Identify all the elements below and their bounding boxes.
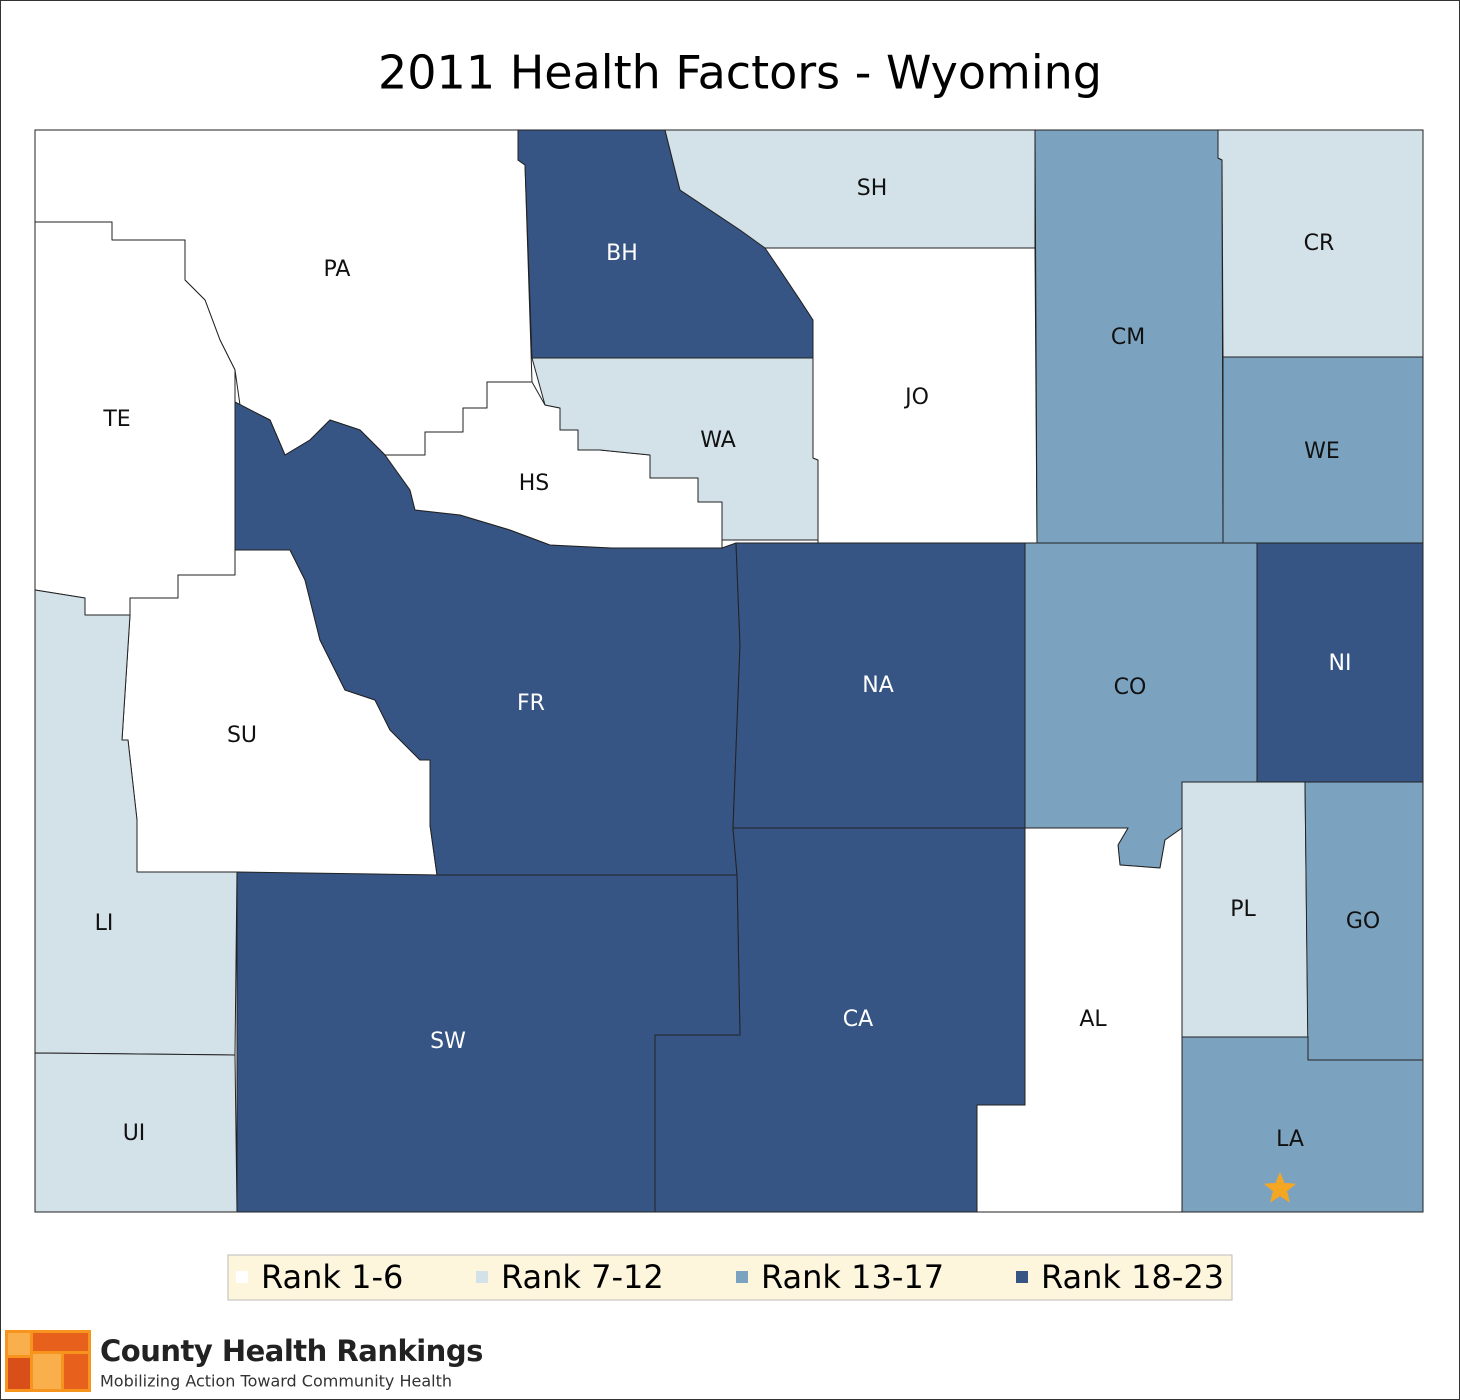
legend-swatch — [476, 1271, 488, 1283]
logo-square — [33, 1333, 88, 1351]
legend-swatch — [236, 1271, 248, 1283]
county-label: CA — [843, 1007, 873, 1032]
legend-label: Rank 18-23 — [1041, 1258, 1224, 1296]
county-label: PA — [324, 257, 351, 282]
county-label: CO — [1114, 675, 1147, 700]
county-labels: PA TE SU FR HS BH SH WA JO CM CR WE NA C… — [95, 176, 1381, 1152]
county-label: SW — [430, 1029, 466, 1054]
county-label: CR — [1304, 231, 1335, 256]
county-label: SU — [227, 723, 257, 748]
county-label: UI — [123, 1121, 146, 1146]
county-label: WA — [700, 428, 736, 453]
legend-swatch — [1016, 1271, 1028, 1283]
logo-square — [33, 1354, 61, 1389]
map-title: 2011 Health Factors - Wyoming — [378, 46, 1102, 100]
county-label: LA — [1276, 1127, 1304, 1152]
county-label: BH — [606, 241, 638, 266]
county-label: JO — [903, 385, 929, 410]
county-label: FR — [517, 691, 545, 716]
capital-star — [1263, 1172, 1297, 1203]
county — [1181, 1036, 1424, 1213]
county-label: GO — [1346, 909, 1380, 934]
county-label: AL — [1079, 1007, 1107, 1032]
legend: Rank 1-6 Rank 7-12 Rank 13-17 Rank 18-23 — [227, 1254, 1233, 1301]
county-label: CM — [1111, 325, 1145, 350]
county-label: NI — [1329, 651, 1352, 676]
county-label: PL — [1230, 897, 1256, 922]
logo-tagline: Mobilizing Action Toward Community Healt… — [100, 1372, 452, 1391]
legend-label: Rank 7-12 — [501, 1258, 664, 1296]
legend-label: Rank 1-6 — [261, 1258, 403, 1296]
logo-square — [8, 1333, 30, 1355]
county-label: TE — [102, 407, 130, 432]
county — [34, 1052, 238, 1213]
legend-box — [227, 1254, 1233, 1301]
legend-label: Rank 13-17 — [761, 1258, 944, 1296]
counties — [34, 129, 1424, 1213]
county-label: HS — [519, 471, 550, 496]
county-label: LI — [95, 911, 114, 936]
county-label: SH — [857, 176, 888, 201]
legend-swatch — [736, 1271, 748, 1283]
county — [236, 871, 741, 1213]
logo-square — [64, 1354, 88, 1389]
logo-name: County Health Rankings — [100, 1334, 483, 1368]
county-label: NA — [862, 673, 894, 698]
logo-square — [8, 1358, 30, 1389]
logo: County Health Rankings Mobilizing Action… — [5, 1330, 483, 1392]
county-label: WE — [1304, 439, 1340, 464]
